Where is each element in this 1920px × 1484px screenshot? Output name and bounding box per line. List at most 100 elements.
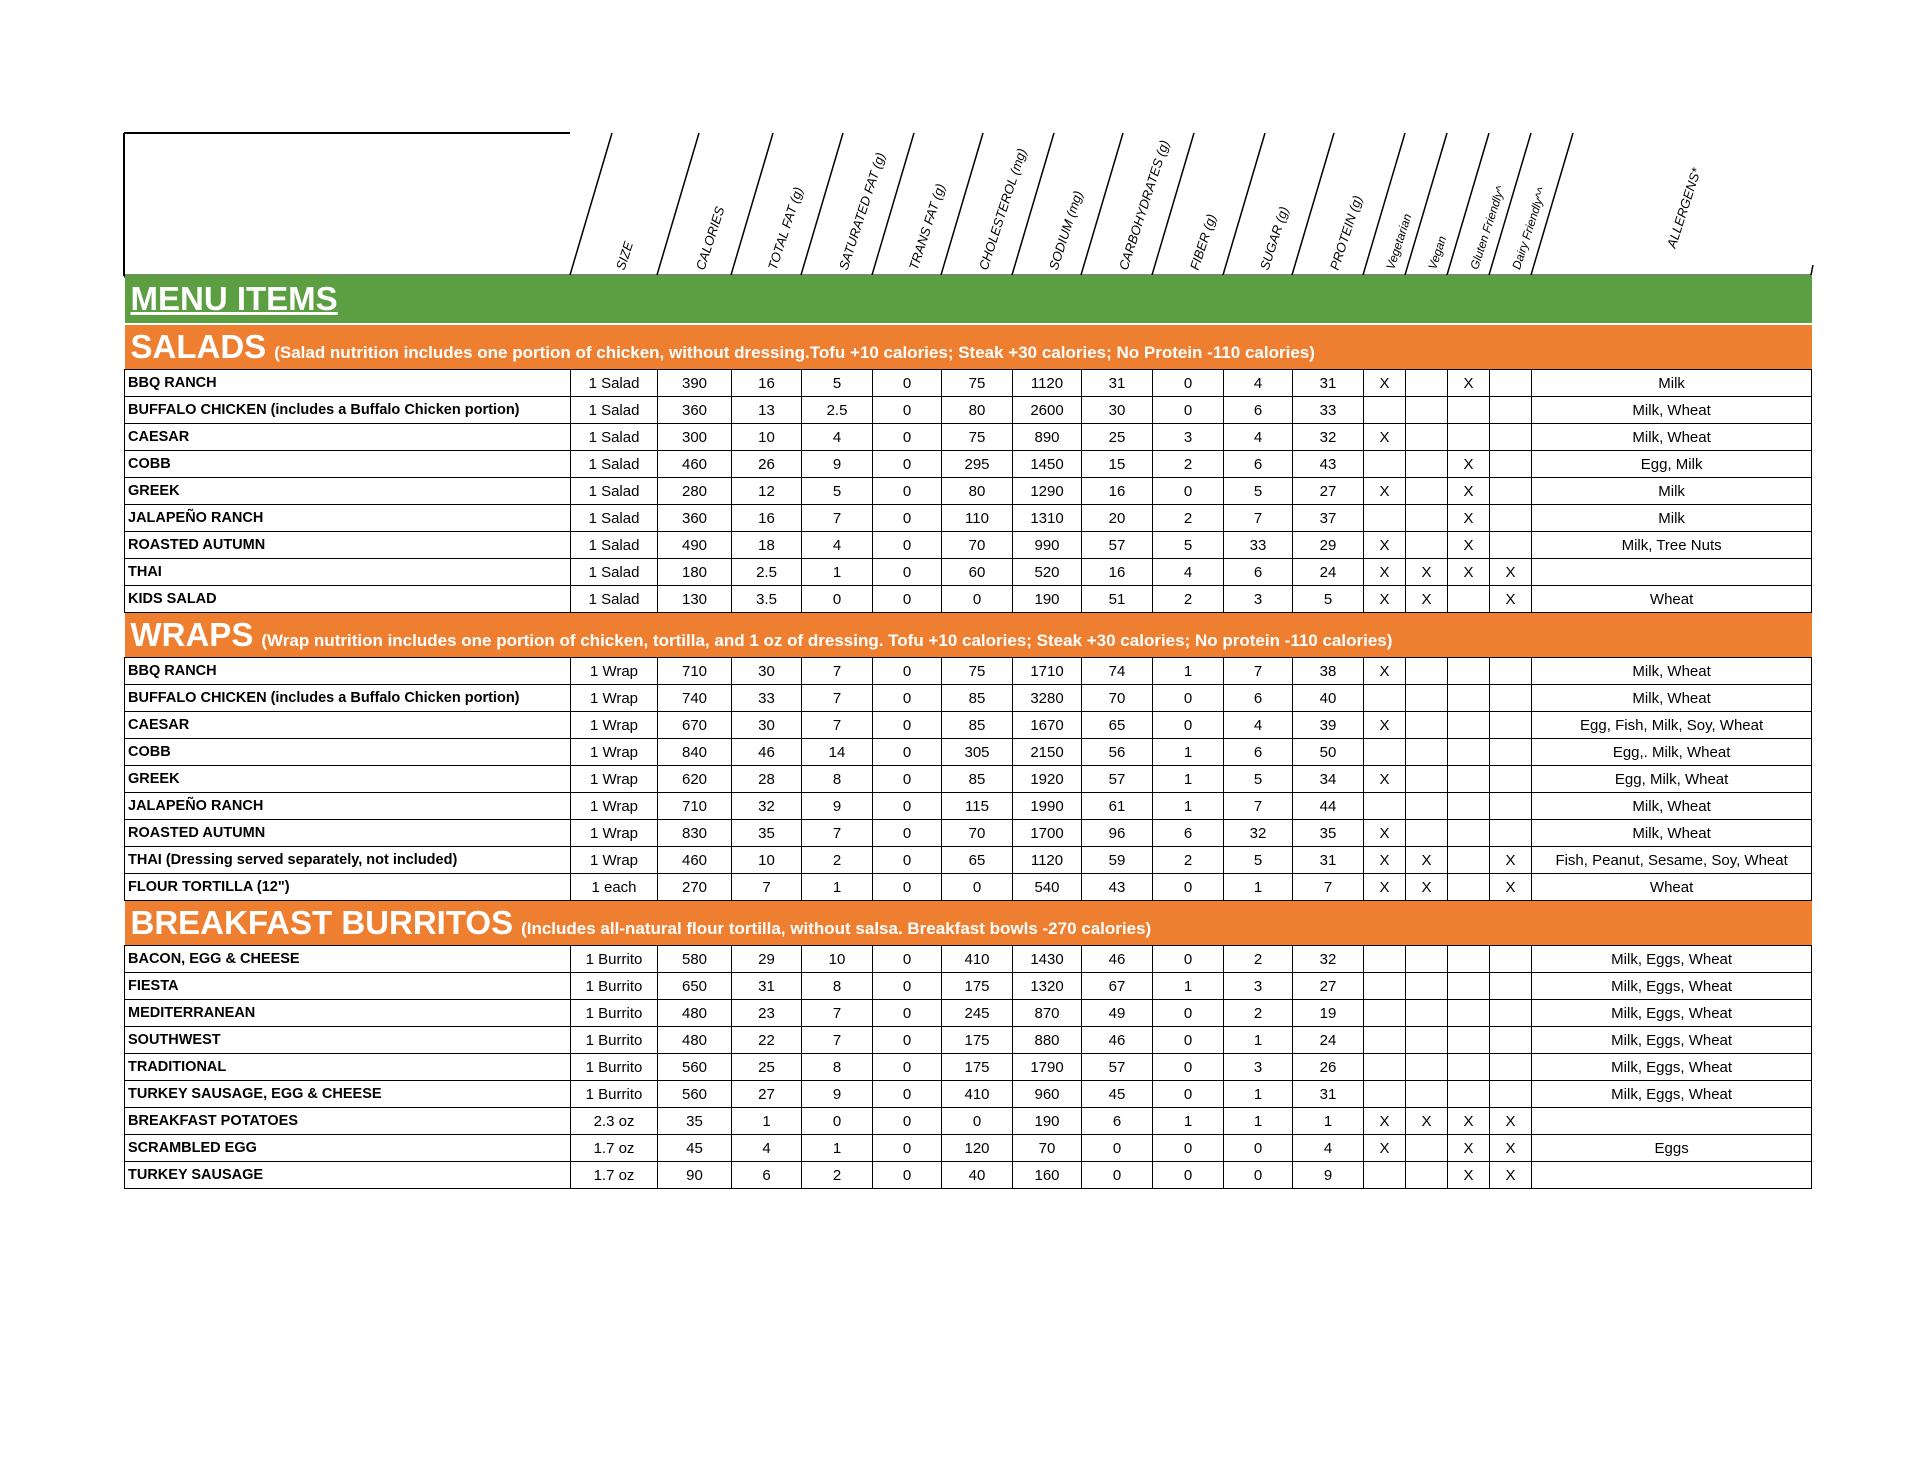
table-row: TRADITIONAL 1 Burrito 560 25 8 0 175 1790 57 0 3 26… (124, 1053, 1813, 1081)
value-cell: 2.3 oz (570, 1107, 658, 1135)
value-cell: 7 (801, 711, 873, 739)
value-cell: X (1363, 711, 1406, 739)
header-divider-line (871, 132, 915, 276)
value-cell: 43 (1081, 873, 1153, 901)
allergens-cell (1530, 1161, 1813, 1189)
value-cell: 7 (1223, 504, 1293, 532)
value-cell (1405, 423, 1448, 451)
value-cell: 1 Wrap (570, 792, 658, 820)
value-cell (1405, 1134, 1448, 1162)
value-cell: 3280 (1012, 684, 1082, 712)
value-cell (1447, 765, 1490, 793)
section-header-wraps: WRAPS (Wrap nutrition includes one portio… (124, 612, 1812, 658)
value-cell: 30 (731, 657, 802, 685)
value-cell: 1310 (1012, 504, 1082, 532)
value-cell: 35 (731, 819, 802, 847)
value-cell: 0 (941, 585, 1013, 613)
value-cell: X (1363, 819, 1406, 847)
value-cell (1447, 1053, 1490, 1081)
item-name-cell: BACON, EGG & CHEESE (124, 945, 571, 973)
value-cell (1447, 873, 1490, 901)
value-cell: 2.5 (731, 558, 802, 586)
allergens-cell (1530, 558, 1813, 586)
table-row: BUFFALO CHICKEN (includes a Buffalo Chic… (124, 396, 1813, 424)
value-cell (1405, 792, 1448, 820)
value-cell: X (1363, 1134, 1406, 1162)
value-cell: 5 (1292, 585, 1364, 613)
value-cell: 0 (872, 1134, 942, 1162)
value-cell: 31 (731, 972, 802, 1000)
value-cell: 0 (872, 972, 942, 1000)
item-name-cell: BUFFALO CHICKEN (includes a Buffalo Chic… (124, 684, 571, 712)
value-cell: 2.5 (801, 396, 873, 424)
value-cell: 960 (1012, 1080, 1082, 1108)
value-cell: 0 (872, 558, 942, 586)
value-cell: 175 (941, 972, 1013, 1000)
value-cell: 360 (657, 396, 732, 424)
value-cell (1447, 792, 1490, 820)
value-cell: X (1405, 873, 1448, 901)
value-cell: 3 (1223, 1053, 1293, 1081)
value-cell: 74 (1081, 657, 1153, 685)
value-cell: 890 (1012, 423, 1082, 451)
value-cell: 2150 (1012, 738, 1082, 766)
value-cell: 0 (1152, 945, 1224, 973)
value-cell (1405, 765, 1448, 793)
allergens-cell: Eggs (1530, 1134, 1813, 1162)
value-cell (1405, 477, 1448, 505)
value-cell: 1 (1152, 1107, 1224, 1135)
value-cell: 38 (1292, 657, 1364, 685)
allergens-cell: Egg,. Milk, Wheat (1530, 738, 1813, 766)
allergens-cell: Milk, Eggs, Wheat (1530, 972, 1813, 1000)
value-cell (1489, 657, 1532, 685)
item-name-cell: MEDITERRANEAN (124, 999, 571, 1027)
header-divider-line (1446, 132, 1490, 276)
value-cell: 1 Wrap (570, 657, 658, 685)
value-cell: 65 (941, 846, 1013, 874)
value-cell: 2 (1152, 585, 1224, 613)
value-cell: 5 (1152, 531, 1224, 559)
value-cell (1405, 711, 1448, 739)
value-cell: 33 (1292, 396, 1364, 424)
value-cell: 1 Wrap (570, 684, 658, 712)
allergens-cell: Milk, Wheat (1530, 396, 1813, 424)
value-cell: 27 (1292, 477, 1364, 505)
item-name-cell: FLOUR TORTILLA (12") (124, 873, 571, 901)
value-cell (1363, 450, 1406, 478)
value-cell: 580 (657, 945, 732, 973)
value-cell: 0 (872, 684, 942, 712)
value-cell: 32 (1292, 945, 1364, 973)
value-cell: 9 (801, 450, 873, 478)
value-cell: 85 (941, 765, 1013, 793)
value-cell: 19 (1292, 999, 1364, 1027)
table-row: ROASTED AUTUMN 1 Salad 490 18 4 0 70 990 57 5 33 29… (124, 531, 1813, 559)
value-cell: 6 (1152, 819, 1224, 847)
value-cell: 27 (1292, 972, 1364, 1000)
value-cell: X (1363, 423, 1406, 451)
value-cell: X (1447, 1134, 1490, 1162)
table-row: COBB 1 Wrap 840 46 14 0 305 2150 56 1 6 50 Egg,. Mil… (124, 738, 1813, 766)
value-cell: 23 (731, 999, 802, 1027)
value-cell: 57 (1081, 1053, 1153, 1081)
value-cell: 4 (1223, 369, 1293, 397)
value-cell: 390 (657, 369, 732, 397)
header-divider-line (656, 132, 700, 276)
value-cell (1363, 738, 1406, 766)
value-cell: 840 (657, 738, 732, 766)
table-row: COBB 1 Salad 460 26 9 0 295 1450 15 2 6 43 X Egg, Mil… (124, 450, 1813, 478)
value-cell: 5 (801, 477, 873, 505)
value-cell: 0 (872, 657, 942, 685)
value-cell (1447, 711, 1490, 739)
value-cell: 43 (1292, 450, 1364, 478)
value-cell: 1120 (1012, 846, 1082, 874)
value-cell: 80 (941, 396, 1013, 424)
value-cell: X (1489, 846, 1532, 874)
value-cell: 7 (801, 504, 873, 532)
value-cell: X (1447, 477, 1490, 505)
value-cell: 0 (872, 873, 942, 901)
header-divider-line (1222, 132, 1266, 276)
table-row: ROASTED AUTUMN 1 Wrap 830 35 7 0 70 1700 96 6 32 35… (124, 819, 1813, 847)
table-row: THAI (Dressing served separately, not in… (124, 846, 1813, 874)
value-cell (1405, 819, 1448, 847)
value-cell: 1 Wrap (570, 765, 658, 793)
